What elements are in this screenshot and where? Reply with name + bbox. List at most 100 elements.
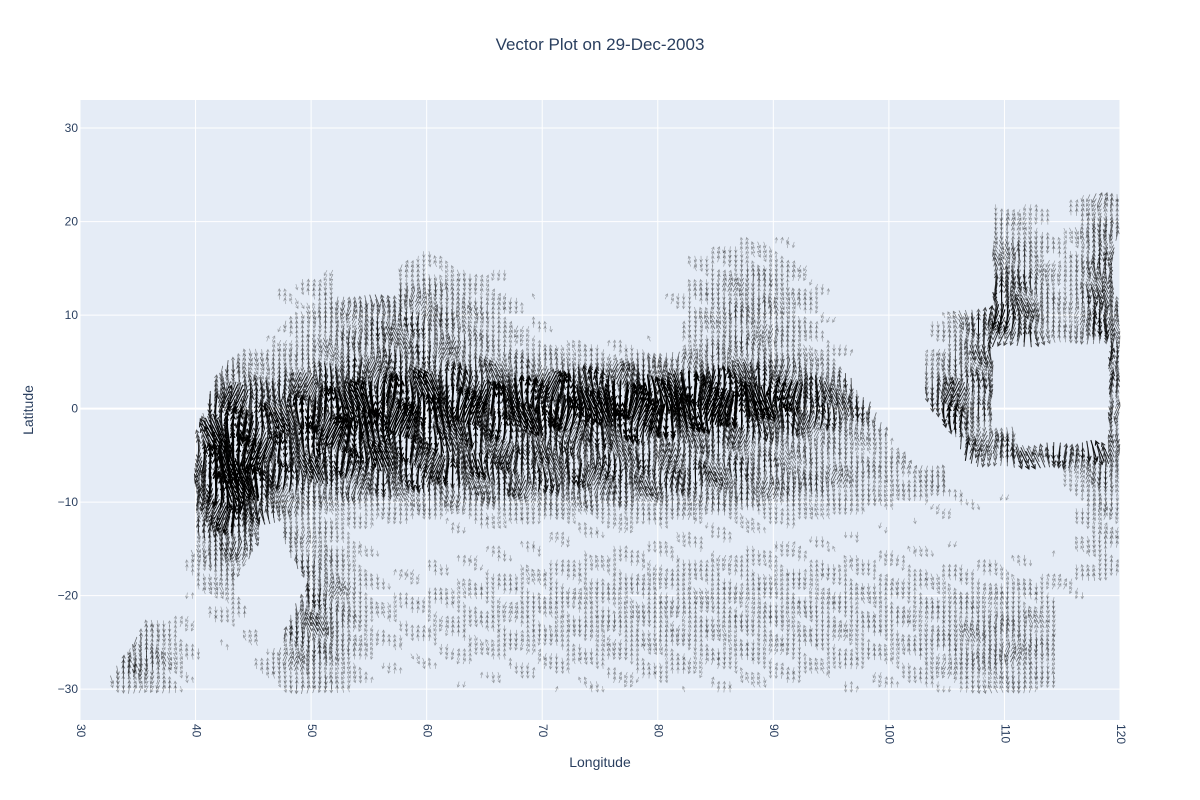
vector-arrow <box>116 665 120 676</box>
vector-arrow <box>228 396 238 412</box>
vector-arrow <box>235 485 244 511</box>
vector-arrow <box>144 675 149 685</box>
vector-arrow <box>156 623 161 634</box>
vector-arrow <box>138 641 143 653</box>
vector-arrow <box>132 652 137 662</box>
vector-arrow <box>132 636 138 649</box>
vector-arrow <box>240 394 249 414</box>
vector-arrow <box>110 680 114 689</box>
vector-arrow <box>194 470 202 488</box>
vector-arrow <box>240 409 248 437</box>
vector-arrow <box>231 587 235 595</box>
vector-arrow <box>173 652 178 661</box>
vector-arrow <box>225 562 230 573</box>
vector-arrow <box>167 629 172 638</box>
vector-arrow <box>132 655 137 668</box>
vector-arrow <box>200 460 208 480</box>
vector-arrow <box>196 536 201 544</box>
vector-arrow <box>185 625 189 632</box>
vector-arrow <box>231 610 235 618</box>
vector-arrow <box>127 684 132 694</box>
vector-arrow <box>185 643 189 651</box>
vector-arrow <box>167 643 172 651</box>
vector-arrow <box>121 684 126 694</box>
vector-arrow <box>223 381 231 400</box>
vector-arrow <box>208 573 212 581</box>
vector-arrow <box>215 505 227 528</box>
vector-arrow <box>229 536 236 553</box>
vector-arrow <box>167 656 173 667</box>
vector-arrow <box>206 433 214 449</box>
vector-arrow <box>190 620 195 627</box>
vector-arrow <box>241 488 249 508</box>
vector-arrow <box>208 605 212 614</box>
vector-arrow <box>225 643 229 651</box>
vector-arrow <box>241 552 248 564</box>
vector-arrow <box>190 647 195 656</box>
vector-arrow <box>219 577 224 586</box>
vector-arrow <box>200 474 207 493</box>
vector-arrow <box>196 553 201 564</box>
vector-arrow <box>225 566 230 578</box>
vector-arrow <box>185 620 189 628</box>
vector-arrow <box>237 596 241 604</box>
vector-arrow <box>237 610 241 618</box>
vector-arrow <box>139 632 143 643</box>
vector-arrow <box>213 587 218 596</box>
vector-arrow <box>144 619 148 628</box>
vector-arrow <box>208 577 213 586</box>
vector-arrow <box>121 680 126 690</box>
vector-arrow <box>144 623 148 633</box>
vector-arrow <box>241 401 248 416</box>
vector-arrow <box>200 488 208 508</box>
vector-arrow <box>156 643 160 651</box>
vector-arrow <box>162 633 166 643</box>
vector-arrow <box>156 628 161 639</box>
vector-arrow <box>236 553 242 564</box>
vector-arrow <box>150 627 154 638</box>
vector-arrow <box>150 642 154 652</box>
vector-arrow <box>237 600 241 609</box>
vector-arrow <box>150 685 155 694</box>
vector-arrow <box>225 591 230 600</box>
vector-arrow <box>236 369 241 382</box>
vector-arrow <box>242 502 248 522</box>
vector-arrow <box>190 549 195 558</box>
vector-arrow <box>196 653 200 660</box>
vector-arrow <box>179 620 183 627</box>
vector-arrow <box>185 592 189 600</box>
vector-arrow <box>214 592 218 599</box>
vector-arrow <box>225 558 230 568</box>
vector-arrow <box>219 610 224 619</box>
vector-arrow <box>234 407 243 429</box>
vector-arrow <box>173 624 177 632</box>
vector-arrow <box>143 670 149 681</box>
vector-arrow <box>167 666 172 674</box>
vector-arrow <box>191 592 195 599</box>
vector-arrow <box>150 638 154 647</box>
vector-arrow <box>230 553 236 564</box>
vector-arrow <box>225 606 229 614</box>
vector-arrow <box>200 469 207 489</box>
vector-arrow <box>196 530 201 540</box>
vector-arrow <box>242 507 248 526</box>
vector-arrow <box>223 424 232 450</box>
vector-arrow <box>239 413 248 443</box>
vector-arrow <box>167 661 172 671</box>
vector-arrow <box>202 582 207 591</box>
vector-arrow <box>213 577 218 586</box>
vector-arrow <box>201 479 207 497</box>
vector-arrow <box>185 563 189 571</box>
vector-arrow <box>231 582 235 591</box>
vector-arrow <box>231 606 235 613</box>
vector-arrow <box>227 384 239 406</box>
vector-arrow <box>224 379 230 392</box>
vector-arrow <box>210 502 221 521</box>
vector-arrow <box>219 638 224 646</box>
vector-arrow <box>162 620 166 628</box>
vector-arrow <box>202 573 207 581</box>
vector-arrow <box>214 615 218 623</box>
vector-arrow <box>196 577 201 586</box>
vector-arrow <box>236 564 241 572</box>
